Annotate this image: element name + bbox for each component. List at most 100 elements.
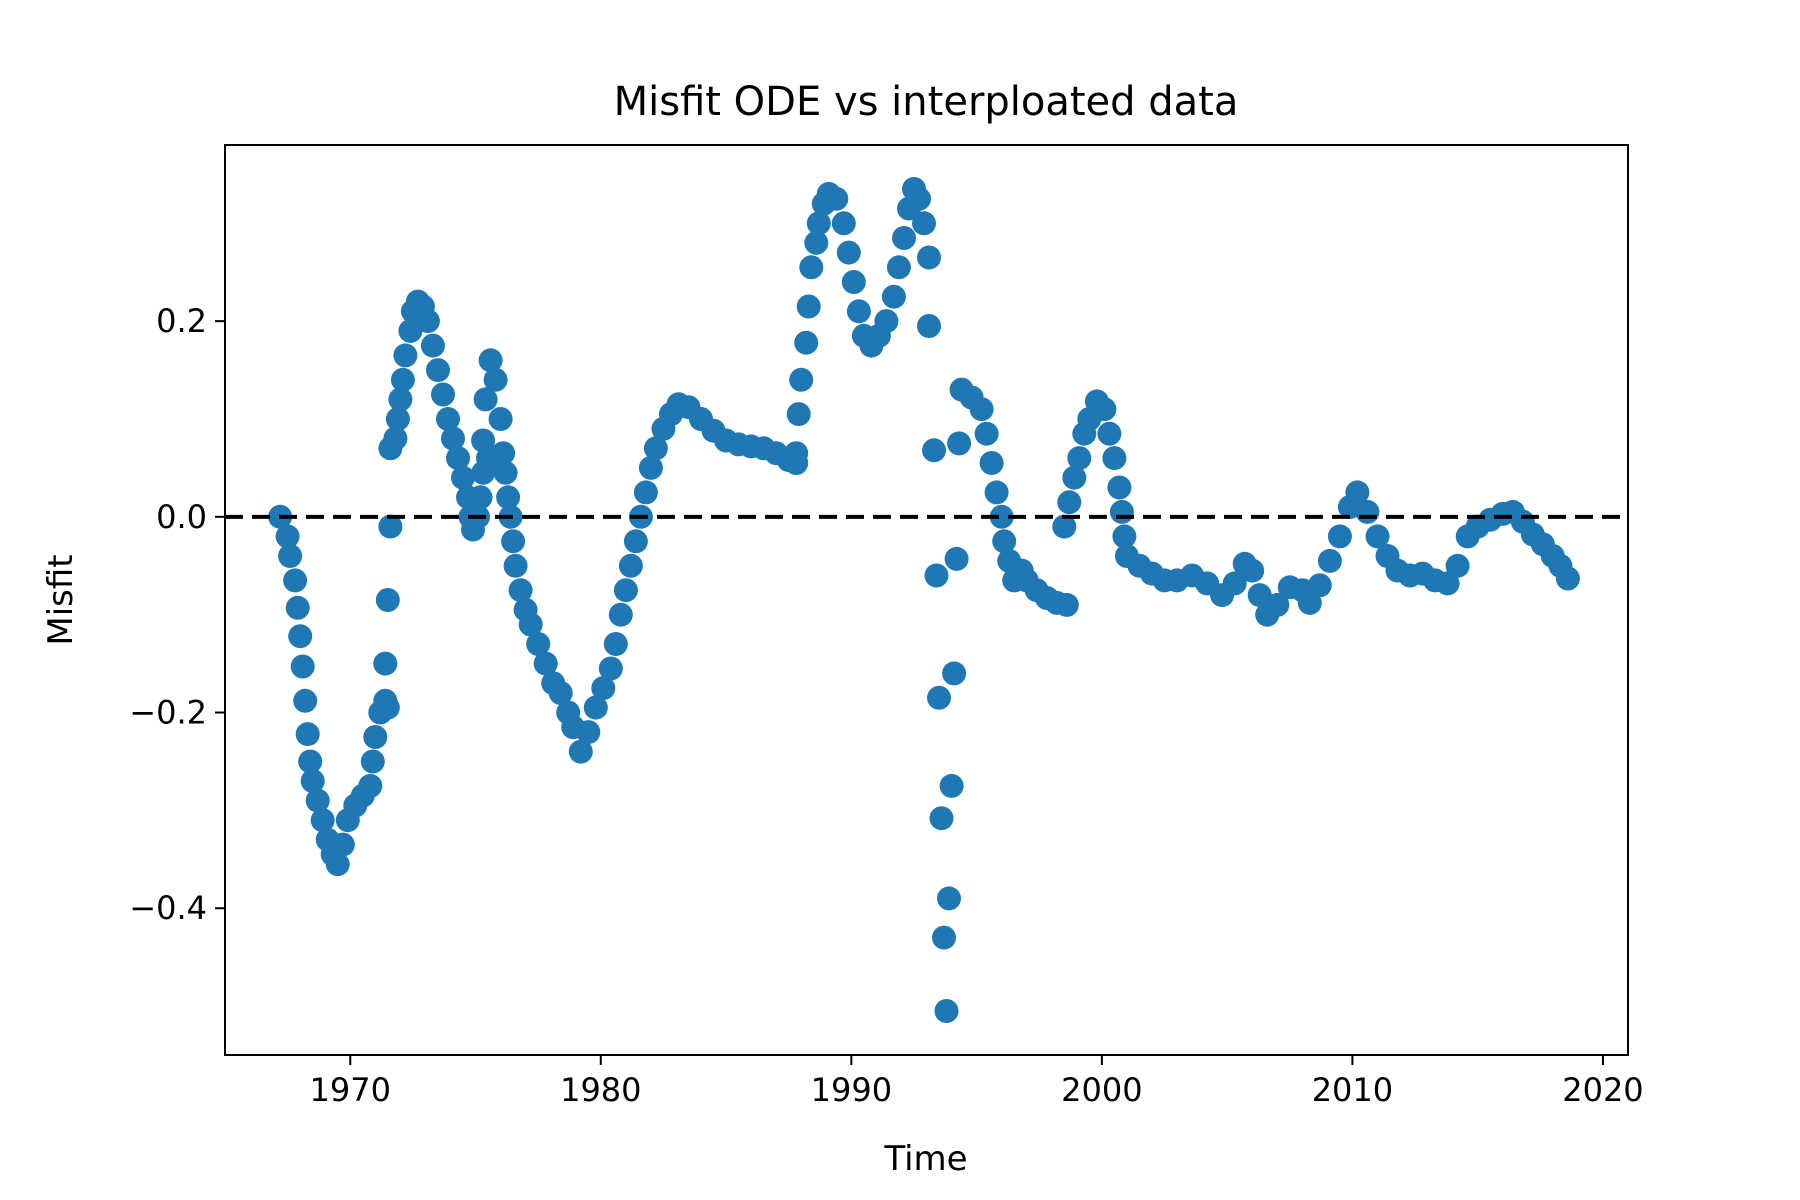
data-point [310, 808, 335, 833]
data-point [533, 651, 558, 676]
x-tick-label: 1990 [811, 1071, 892, 1109]
y-tick-label: 0.0 [156, 498, 207, 536]
data-point [623, 529, 648, 554]
data-point [278, 544, 303, 568]
data-point [503, 553, 528, 578]
data-point [288, 624, 313, 649]
x-tick-label: 2020 [1562, 1071, 1643, 1109]
data-point [846, 299, 871, 324]
data-point [1057, 490, 1082, 515]
data-point [1054, 592, 1079, 617]
data-point [924, 563, 949, 588]
data-point [638, 455, 663, 480]
data-point [932, 925, 956, 950]
x-axis-label: Time [883, 1139, 967, 1179]
data-point [804, 230, 829, 255]
data-point [431, 382, 455, 407]
data-point [305, 788, 330, 813]
data-point [275, 524, 300, 549]
data-point [501, 529, 526, 554]
data-point [295, 722, 320, 747]
data-point [415, 309, 440, 334]
data-point [784, 441, 809, 466]
data-point [892, 226, 916, 250]
data-point [398, 318, 423, 343]
x-tick-label: 2000 [1061, 1071, 1142, 1109]
data-point [979, 451, 1004, 475]
data-point [426, 358, 450, 383]
data-point [471, 428, 496, 453]
data-point [325, 852, 350, 877]
y-tick-label: 0.2 [156, 302, 207, 340]
data-point [591, 676, 616, 701]
data-point [1109, 499, 1134, 524]
data-point [1222, 571, 1247, 596]
data-point [598, 656, 623, 681]
data-point [796, 294, 821, 319]
data-point [358, 773, 383, 798]
data-point [468, 485, 493, 510]
data-point [929, 806, 954, 831]
data-point [378, 514, 403, 539]
data-point [907, 186, 931, 211]
data-point [1445, 553, 1470, 578]
data-point [373, 651, 398, 676]
data-point [518, 612, 543, 637]
data-point [363, 725, 388, 749]
data-point [360, 749, 385, 774]
chart-title: Misfit ODE vs interploated data [614, 79, 1239, 125]
data-point [290, 654, 315, 679]
data-point [420, 333, 445, 358]
data-point [1327, 524, 1352, 549]
y-axis-label: Misfit [41, 554, 81, 645]
data-point [944, 546, 969, 571]
data-point [1355, 499, 1380, 524]
data-point [969, 397, 994, 422]
data-point [1112, 524, 1137, 549]
data-point [375, 695, 400, 720]
data-point [927, 685, 951, 710]
data-point [496, 485, 521, 510]
data-point [473, 387, 498, 412]
data-point [618, 553, 643, 578]
data-point [436, 407, 460, 431]
data-point [285, 595, 310, 620]
data-point [390, 367, 415, 392]
data-point [388, 387, 413, 412]
data-point [947, 431, 972, 456]
data-point [613, 578, 638, 603]
data-point [608, 602, 633, 627]
data-point [917, 314, 941, 338]
data-point [603, 632, 628, 656]
data-point [300, 769, 325, 793]
data-point [293, 688, 318, 713]
data-point [483, 367, 508, 392]
data-point [806, 211, 831, 236]
data-point [1297, 590, 1322, 615]
plot-frame [224, 144, 1629, 1056]
data-point [508, 578, 533, 603]
data-point [283, 568, 308, 593]
data-point [942, 661, 967, 686]
data-point [937, 886, 961, 911]
data-point [1265, 592, 1290, 617]
data-point [488, 407, 513, 431]
data-point [478, 348, 503, 373]
data-point [446, 446, 470, 471]
y-axis-ticks: −0.4 −0.2 0.0 0.2 [129, 302, 225, 927]
x-tick-label: 1970 [310, 1071, 391, 1109]
data-point [383, 426, 408, 451]
data-point [831, 211, 856, 236]
data-point [1365, 524, 1390, 549]
data-point [1307, 573, 1332, 598]
data-point [385, 407, 410, 431]
data-point [393, 343, 418, 368]
data-point [633, 480, 658, 505]
data-point [992, 529, 1017, 554]
data-point [1062, 465, 1087, 490]
data-point [974, 421, 999, 446]
data-point [451, 465, 475, 490]
data-point [1092, 397, 1117, 422]
data-point [493, 460, 518, 485]
